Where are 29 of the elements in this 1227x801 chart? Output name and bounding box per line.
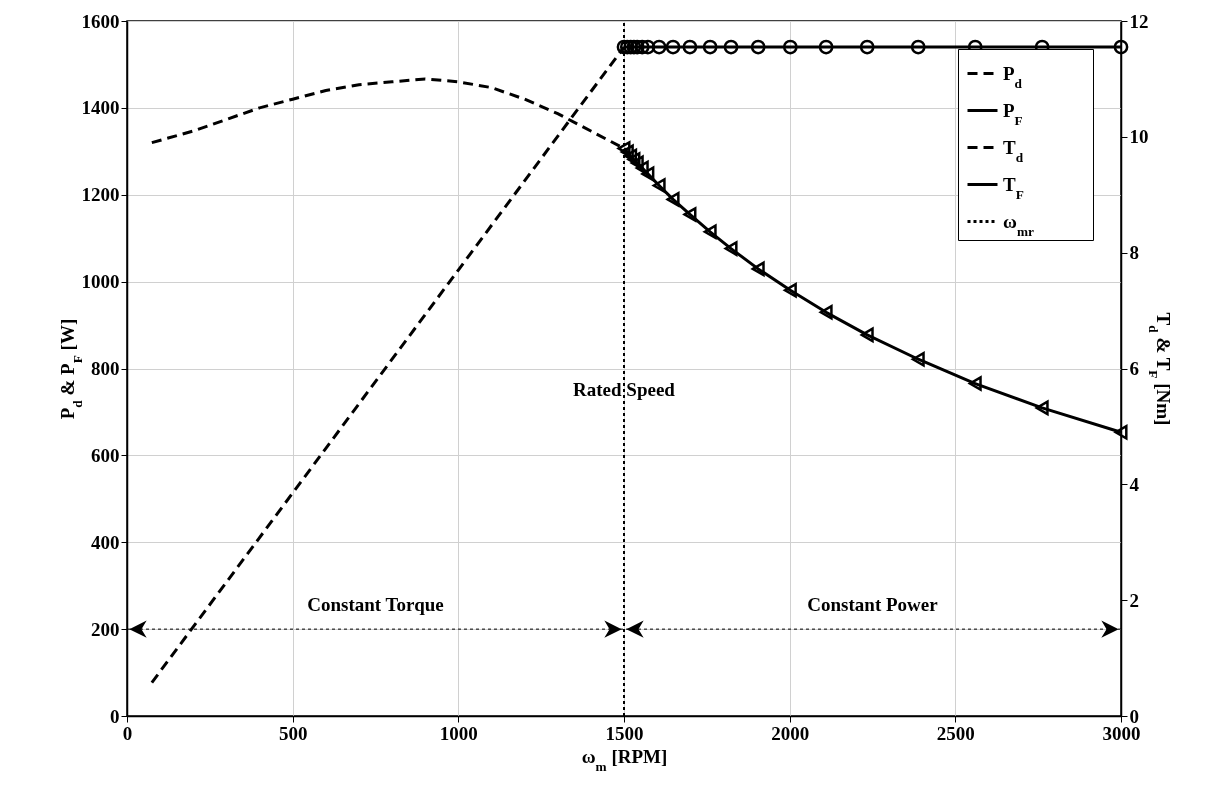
y-tick-label: 1400 bbox=[81, 97, 120, 119]
y2-tick-label: 6 bbox=[1129, 358, 1139, 379]
y2-tick-label: 8 bbox=[1129, 242, 1139, 264]
annotation: Constant Torque bbox=[307, 594, 444, 616]
x-tick-label: 1500 bbox=[605, 722, 644, 744]
y2-tick-label: 12 bbox=[1129, 10, 1149, 32]
legend-label: T$_{d}$ bbox=[1003, 136, 1024, 164]
x-tick-label: 500 bbox=[278, 722, 308, 744]
x-tick-label: 1000 bbox=[439, 722, 478, 744]
y-tick-label: 1600 bbox=[81, 10, 120, 32]
annotation: Constant Power bbox=[807, 594, 939, 616]
y2-tick-label: 10 bbox=[1129, 126, 1149, 148]
x-tick-label: 2500 bbox=[936, 722, 975, 744]
y2-tick-label: 4 bbox=[1129, 473, 1140, 495]
y-tick-label: 0 bbox=[110, 705, 120, 727]
y-tick-label: 1000 bbox=[81, 271, 120, 293]
legend-label: T$_{F}$ bbox=[1003, 173, 1024, 201]
x-tick-label: 2000 bbox=[771, 722, 810, 744]
annotation: Rated Speed bbox=[573, 379, 676, 401]
legend-label: ω$_{mr}$ bbox=[1003, 210, 1034, 238]
y-tick-label: 200 bbox=[91, 618, 120, 640]
legend-label: P$_{d}$ bbox=[1003, 62, 1023, 90]
y-tick-label: 1200 bbox=[81, 184, 120, 206]
y2-tick-label: 2 bbox=[1129, 589, 1139, 611]
y-tick-label: 400 bbox=[91, 531, 120, 553]
legend-label: P$_{F}$ bbox=[1003, 99, 1023, 127]
y-tick-label: 800 bbox=[91, 358, 120, 379]
y-tick-label: 600 bbox=[91, 444, 120, 466]
x-axis-title: ω$_{m}$ [RPM] bbox=[581, 745, 668, 773]
